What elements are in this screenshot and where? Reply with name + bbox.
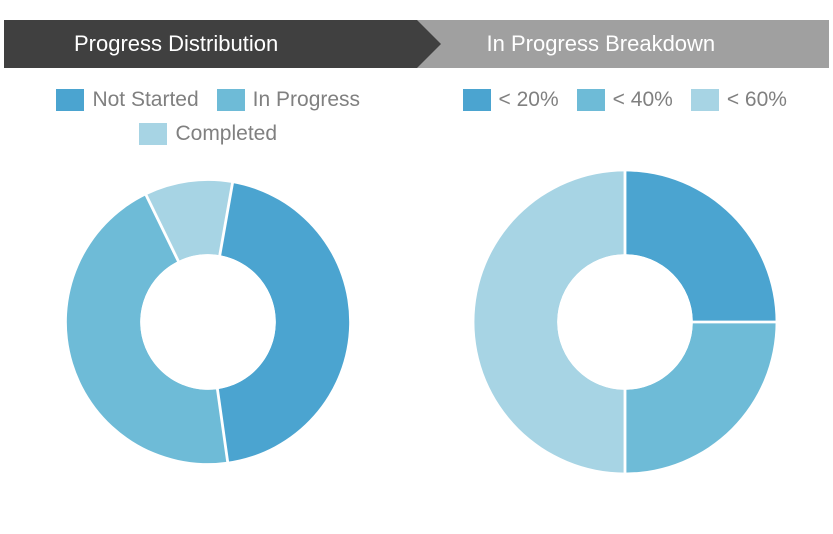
legend-item: < 20% (463, 88, 559, 112)
legend-item: < 60% (691, 88, 787, 112)
legend-label: Completed (175, 122, 277, 146)
donut-hole (557, 254, 693, 390)
legend-label: < 40% (613, 88, 673, 112)
legend-left: Not Started In Progress Completed (0, 82, 417, 162)
legend-swatch (139, 123, 167, 145)
legend-swatch (691, 89, 719, 111)
panel-right: < 20% < 40% < 60% (417, 82, 833, 482)
legend-swatch (56, 89, 84, 111)
donut-hole (140, 254, 276, 390)
legend-right: < 20% < 40% < 60% (433, 82, 817, 162)
legend-label: In Progress (253, 88, 360, 112)
tab-in-progress-breakdown[interactable]: In Progress Breakdown (417, 20, 830, 68)
panel-left: Not Started In Progress Completed (0, 82, 417, 482)
legend-label: < 20% (499, 88, 559, 112)
tab-label: Progress Distribution (74, 31, 278, 57)
donut-chart-left (48, 162, 368, 482)
legend-item: In Progress (217, 88, 360, 112)
legend-item: < 40% (577, 88, 673, 112)
legend-label: < 60% (727, 88, 787, 112)
tab-label: In Progress Breakdown (487, 31, 716, 57)
legend-swatch (577, 89, 605, 111)
legend-swatch (463, 89, 491, 111)
legend-swatch (217, 89, 245, 111)
tab-progress-distribution[interactable]: Progress Distribution (4, 20, 417, 68)
panels: Not Started In Progress Completed < 20% < 4… (0, 82, 833, 482)
donut-chart-right (465, 162, 785, 482)
legend-item: Not Started (56, 88, 198, 112)
legend-item: Completed (139, 122, 277, 146)
legend-label: Not Started (92, 88, 198, 112)
header-tabs: Progress Distribution In Progress Breakd… (4, 20, 829, 68)
